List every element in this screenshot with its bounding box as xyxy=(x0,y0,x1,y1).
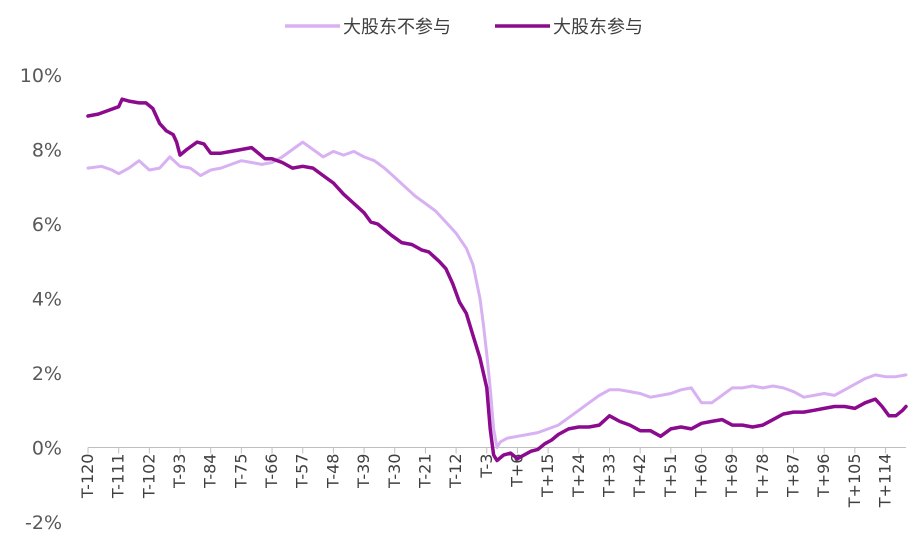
x-tick-label: T-48 xyxy=(323,454,342,489)
x-tick-label: T-102 xyxy=(139,454,158,500)
x-tick-label: T-12 xyxy=(446,454,465,489)
y-tick-label: 6% xyxy=(32,214,62,236)
x-tick-label: T+6 xyxy=(507,454,526,488)
x-tick-label: T+15 xyxy=(538,454,557,499)
x-tick-label: T-3 xyxy=(477,454,496,479)
x-tick-label: T-75 xyxy=(231,454,250,489)
legend-label: 大股东不参与 xyxy=(343,17,451,38)
y-axis: -2% 0% 2% 4% 6% 8% 10% xyxy=(20,65,62,534)
x-tick-label: T-30 xyxy=(385,454,404,489)
x-tick-label: T-57 xyxy=(293,454,312,489)
y-tick-label: 2% xyxy=(32,363,62,385)
x-tick-label: T+60 xyxy=(692,454,711,499)
x-tick-label: T+114 xyxy=(876,454,895,509)
x-tick-label: T+24 xyxy=(569,454,588,499)
x-tick-label: T-84 xyxy=(201,454,220,489)
legend: 大股东不参与 大股东参与 xyxy=(285,17,643,38)
x-tick-label: T-111 xyxy=(109,454,128,500)
y-tick-label: 0% xyxy=(32,438,62,460)
series-line-no-major-shareholder xyxy=(86,140,908,449)
x-tick-label: T+105 xyxy=(845,454,864,509)
x-tick-label: T+69 xyxy=(722,454,741,499)
y-tick-label: -2% xyxy=(25,512,62,534)
x-tick-label: T-21 xyxy=(415,454,434,489)
x-tick-label: T+87 xyxy=(784,454,803,499)
x-tick-label: T-66 xyxy=(262,454,281,489)
x-tick-label: T+78 xyxy=(753,454,772,499)
series-layer xyxy=(86,97,908,463)
legend-label: 大股东参与 xyxy=(553,17,643,38)
series-line-major-shareholder xyxy=(86,97,908,463)
y-tick-label: 4% xyxy=(32,289,62,311)
x-tick-label: T+96 xyxy=(814,454,833,499)
x-tick-label: T-39 xyxy=(354,454,373,489)
y-tick-label: 10% xyxy=(20,65,62,87)
x-tick-label: T+33 xyxy=(599,454,618,499)
x-tick-label: T-93 xyxy=(170,454,189,489)
x-tick-label: T-120 xyxy=(78,454,97,500)
y-tick-label: 8% xyxy=(32,140,62,162)
x-tick-label: T+51 xyxy=(661,454,680,499)
x-axis: T-120 T-111 T-102 T-93 T-84 T-75 T-66 T-57 T-48 T… xyxy=(78,447,906,509)
x-tick-label: T+42 xyxy=(630,454,649,499)
